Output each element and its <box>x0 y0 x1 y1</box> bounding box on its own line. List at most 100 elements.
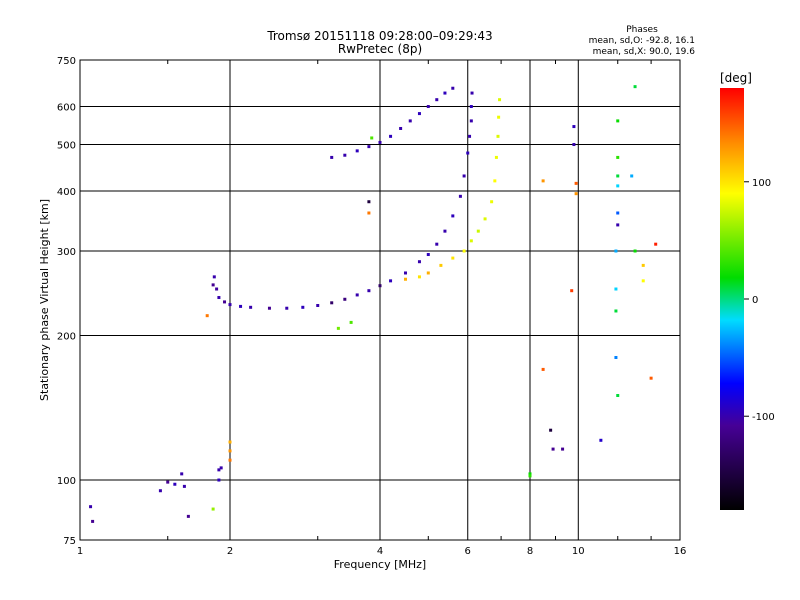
data-point <box>574 181 578 185</box>
colorbar-tick-label: -100 <box>752 412 775 423</box>
data-point <box>285 306 289 310</box>
data-point <box>180 472 184 476</box>
data-point <box>572 143 576 147</box>
y-tick-label: 75 <box>63 536 76 547</box>
data-point <box>370 136 374 140</box>
data-point <box>541 179 545 183</box>
data-point <box>211 283 215 287</box>
data-point <box>417 275 421 279</box>
data-point <box>211 507 215 511</box>
data-point <box>343 297 347 301</box>
data-point <box>378 284 382 288</box>
data-point <box>616 155 620 159</box>
y-tick-label: 400 <box>57 187 76 198</box>
data-point <box>239 304 243 308</box>
chart-subtitle: RwPretec (8p) <box>338 42 422 56</box>
data-point <box>217 478 221 482</box>
data-point <box>173 482 177 486</box>
data-point <box>166 480 170 484</box>
data-point <box>367 289 371 293</box>
data-point <box>399 126 403 130</box>
data-point <box>599 438 603 442</box>
data-point <box>158 489 162 493</box>
data-point <box>316 303 320 307</box>
plot-frame <box>79 59 681 541</box>
data-point <box>561 447 565 451</box>
chart-title: Tromsø 20151118 09:28:00–09:29:43 <box>266 29 492 43</box>
data-point <box>614 287 618 291</box>
data-point <box>417 260 421 264</box>
data-point <box>616 184 620 188</box>
data-point <box>541 367 545 371</box>
colorbar-tick-label: 0 <box>752 295 758 306</box>
data-point <box>551 447 555 451</box>
data-point <box>469 119 473 123</box>
data-point <box>466 151 470 155</box>
data-point <box>330 301 334 305</box>
data-point <box>616 394 620 398</box>
x-tick-label: 16 <box>674 546 687 557</box>
data-point <box>89 505 93 509</box>
data-point <box>574 192 578 196</box>
data-point <box>614 355 618 359</box>
data-point <box>493 179 497 183</box>
data-point <box>417 112 421 116</box>
stats-x-mode: mean, sd,X: 90.0, 19.6 <box>593 47 696 57</box>
x-axis-label: Frequency [MHz] <box>334 558 426 571</box>
data-point <box>343 153 347 157</box>
y-tick-label: 600 <box>57 103 76 114</box>
y-tick-label: 100 <box>57 476 76 487</box>
data-point <box>616 119 620 123</box>
data-point <box>443 229 447 233</box>
data-point <box>494 155 498 159</box>
data-point <box>528 474 532 478</box>
data-point <box>641 279 645 283</box>
data-point <box>469 105 473 109</box>
data-point <box>641 263 645 267</box>
y-tick-label: 300 <box>57 247 76 258</box>
data-point <box>616 223 620 227</box>
data-point <box>616 174 620 178</box>
data-point <box>267 306 271 310</box>
data-point <box>498 98 502 102</box>
data-point <box>330 155 334 159</box>
data-point <box>182 484 186 488</box>
colorbar-tick-label: 100 <box>752 178 771 189</box>
data-point <box>389 134 393 138</box>
data-point <box>654 242 658 246</box>
data-point <box>633 249 637 253</box>
data-point <box>470 91 474 95</box>
data-point <box>616 211 620 215</box>
data-point <box>403 277 407 281</box>
y-tick-label: 500 <box>57 141 76 152</box>
data-point <box>228 440 232 444</box>
data-point <box>426 105 430 109</box>
data-point <box>633 85 637 89</box>
x-tick-label: 10 <box>572 546 585 557</box>
data-point <box>217 296 221 300</box>
data-point <box>549 428 553 432</box>
data-point <box>451 214 455 218</box>
data-point <box>439 263 443 267</box>
data-point <box>355 293 359 297</box>
colorbar-gradient <box>720 88 744 510</box>
colorbar-label: [deg] <box>720 71 752 85</box>
data-point <box>476 229 480 233</box>
x-tick-label: 4 <box>377 546 383 557</box>
data-point <box>215 287 219 291</box>
y-tick-label: 750 <box>57 56 76 67</box>
data-point <box>497 115 501 119</box>
data-point <box>426 271 430 275</box>
data-point <box>408 119 412 123</box>
x-tick-label: 8 <box>527 546 533 557</box>
data-point <box>614 249 618 253</box>
x-tick-label: 6 <box>465 546 471 557</box>
data-point <box>451 256 455 260</box>
data-point <box>458 194 462 198</box>
data-point <box>528 472 532 476</box>
data-point <box>490 200 494 204</box>
data-point <box>496 134 500 138</box>
data-point <box>91 519 95 523</box>
stats-heading: Phases <box>626 25 658 35</box>
